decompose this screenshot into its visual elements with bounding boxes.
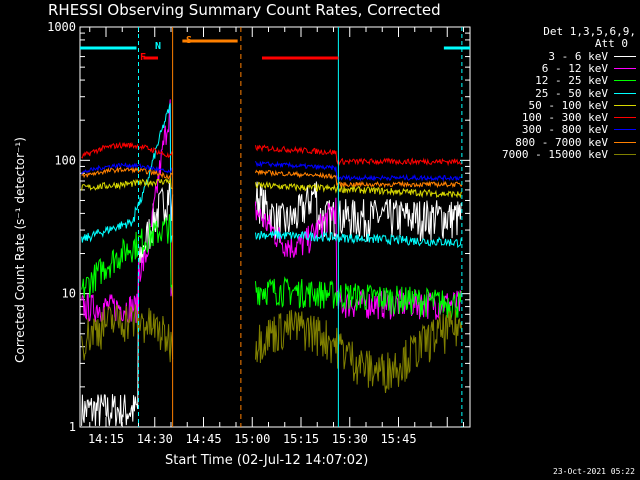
legend-swatch — [614, 92, 636, 94]
y-axis-label: Corrected Count Rate (s⁻¹ detector⁻¹) — [13, 137, 27, 363]
legend-entry-label: 12 - 25 keV — [535, 74, 608, 88]
legend-entry-label: 300 - 800 keV — [521, 123, 608, 137]
x-tick-label: 14:45 — [185, 432, 221, 446]
legend-entry: 6 - 12 keV — [478, 61, 636, 75]
legend-entry: 300 - 800 keV — [478, 123, 636, 137]
generation-timestamp: 23-Oct-2021 05:22 — [553, 467, 635, 476]
legend-entry-label: 100 - 300 keV — [521, 111, 608, 125]
series-line-2 — [255, 276, 463, 320]
series-line-8 — [255, 309, 463, 394]
plot-frame — [79, 26, 471, 428]
legend-entry-label: 800 - 7000 keV — [515, 135, 608, 149]
y-tick-label: 100 — [54, 153, 76, 167]
x-tick-label: 14:15 — [88, 432, 124, 446]
series-line-3 — [255, 229, 463, 249]
legend: Det 1,3,5,6,9, Att 0 3 - 6 keV 6 - 12 keV… — [478, 26, 636, 161]
series-line-7 — [81, 166, 173, 180]
series-line-2 — [81, 214, 174, 299]
legend-entry-label: 6 - 12 keV — [541, 61, 608, 75]
flag-label-f: F — [140, 52, 147, 63]
legend-entry: 25 - 50 keV — [478, 86, 636, 100]
legend-swatch — [614, 104, 636, 106]
flag-label-s: S — [186, 35, 193, 46]
series-line-5 — [255, 144, 463, 167]
data-series — [81, 99, 463, 426]
x-tick-label: 15:45 — [380, 432, 416, 446]
series-line-1 — [255, 197, 463, 320]
x-tick-label: 14:30 — [137, 432, 173, 446]
series-line-8 — [81, 304, 174, 363]
legend-swatch — [614, 55, 636, 57]
legend-swatch — [614, 80, 636, 82]
flag-label-n: N — [155, 41, 162, 52]
series-line-6 — [255, 160, 463, 182]
legend-swatch — [614, 141, 636, 143]
y-tick-label: 10 — [62, 287, 76, 301]
chart-title: RHESSI Observing Summary Count Rates, Co… — [48, 1, 441, 19]
legend-entry: 3 - 6 keV — [478, 49, 636, 63]
axis-ticks — [80, 27, 470, 428]
legend-entry-label: 25 - 50 keV — [535, 86, 608, 100]
x-tick-label: 15:15 — [283, 432, 319, 446]
legend-entry: 7000 - 15000 keV — [478, 148, 636, 162]
legend-swatch — [614, 117, 636, 119]
y-tick-label: 1 — [69, 420, 76, 434]
series-line-4 — [255, 180, 463, 199]
series-line-0 — [255, 181, 463, 243]
axis-tick-labels: 1 10 100 1000 14:15 14:30 14:45 15:00 15:15 15:30… — [47, 20, 416, 446]
series-line-6 — [81, 162, 173, 175]
legend-entry: 50 - 100 keV — [478, 98, 636, 112]
legend-entry-label: 3 - 6 keV — [548, 49, 608, 63]
legend-entry: 100 - 300 keV — [478, 111, 636, 125]
series-line-0 — [81, 183, 174, 426]
series-line-5 — [81, 141, 174, 159]
legend-entry-label: 7000 - 15000 keV — [502, 148, 608, 162]
x-tick-label: 15:30 — [332, 432, 368, 446]
legend-swatch — [614, 129, 636, 131]
legend-attenuator: Att 0 — [594, 37, 628, 50]
legend-swatch — [614, 154, 636, 156]
series-line-3 — [81, 103, 174, 243]
legend-entry-label: 50 - 100 keV — [528, 98, 608, 112]
series-line-4 — [81, 177, 173, 191]
x-axis-label: Start Time (02-Jul-12 14:07:02) — [165, 453, 369, 468]
legend-swatch — [614, 67, 636, 69]
legend-entry: 12 - 25 keV — [478, 74, 636, 88]
legend-detectors: Det 1,3,5,6,9, — [543, 25, 636, 38]
x-tick-label: 15:00 — [234, 432, 270, 446]
observing-flags — [80, 27, 470, 427]
series-line-7 — [255, 169, 463, 189]
legend-entry: 800 - 7000 keV — [478, 135, 636, 149]
y-tick-label: 1000 — [47, 20, 76, 34]
